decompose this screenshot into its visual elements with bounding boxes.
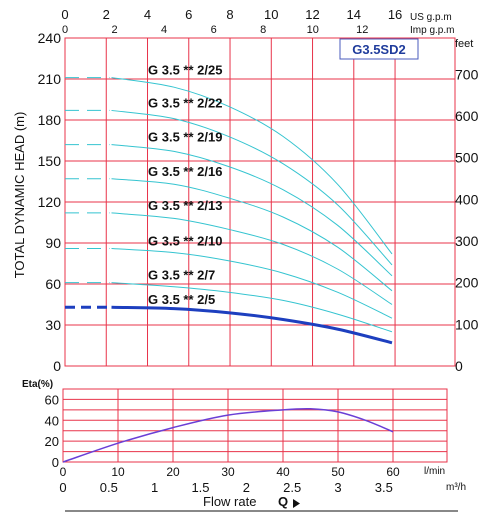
head-curve (111, 109, 393, 266)
curve-label: G 3.5 ** 2/7 (148, 268, 215, 283)
curve-label: G 3.5 ** 2/22 (148, 95, 222, 110)
efficiency-curve (62, 407, 394, 463)
head-curve (111, 282, 393, 333)
head-curve (111, 144, 393, 277)
play-arrow-icon (293, 499, 300, 508)
eta-tick-label: 20 (45, 434, 59, 449)
y-tick-label: 240 (38, 30, 62, 46)
m3h-tick-label: 0 (59, 480, 66, 495)
head-curve (111, 247, 393, 319)
lpm-tick-label: 10 (111, 465, 125, 479)
lpm-tick-label: 20 (166, 465, 180, 479)
imp-gpm-tick-label: 2 (111, 24, 117, 36)
feet-tick-label: 400 (455, 191, 479, 207)
imp-gpm-tick-label: 4 (161, 24, 167, 36)
us-gpm-tick-label: 0 (61, 7, 68, 22)
m3h-tick-label: 2 (243, 480, 250, 495)
imp-gpm-tick-label: 6 (211, 24, 217, 36)
eta-tick-label: 40 (45, 413, 59, 428)
imp-gpm-tick-label: 8 (260, 24, 266, 36)
feet-tick-label: 500 (455, 150, 479, 166)
curve-label: G 3.5 ** 2/16 (148, 164, 222, 179)
us-gpm-tick-label: 16 (388, 7, 402, 22)
main-grid: 0306090120150180210240010020030040050060… (38, 7, 479, 374)
model-badge (339, 38, 419, 60)
y-tick-label: 0 (53, 358, 61, 374)
model-badge-label: G3.5SD2 (352, 42, 405, 57)
lpm-tick-label: 60 (386, 465, 400, 479)
eta-grid: 0 10 20 30 40 50 60 0 20 40 60 0 0.5 1 1.5 2 2.5 3 3.5 (45, 388, 448, 495)
y-tick-label: 60 (45, 276, 61, 292)
eta-axis-title: Eta(%) (22, 379, 53, 390)
feet-tick-label: 700 (455, 66, 479, 82)
eta-frame (62, 388, 448, 463)
m3h-tick-label: 1 (151, 480, 158, 495)
curve-label: G 3.5 ** 2/13 (148, 198, 222, 213)
curve-label: G 3.5 ** 2/25 (148, 63, 222, 78)
eta-curve-line (62, 407, 394, 463)
y-tick-label: 30 (45, 317, 61, 333)
feet-unit: feet (455, 38, 473, 50)
m3h-tick-label: 0.5 (100, 480, 118, 495)
head-curve (111, 178, 393, 292)
us-gpm-tick-label: 2 (103, 7, 110, 22)
y-tick-label: 150 (38, 153, 62, 169)
feet-tick-label: 200 (455, 275, 479, 291)
m3h-tick-label: 3.5 (375, 480, 393, 495)
m3h-tick-label: 1.5 (191, 480, 209, 495)
lpm-tick-label: 0 (60, 465, 67, 479)
us-gpm-unit: US g.p.m (410, 12, 452, 23)
us-gpm-tick-label: 8 (226, 7, 233, 22)
y-tick-label: 120 (38, 194, 62, 210)
x-axis-title: Flow rate (203, 494, 256, 509)
curve-label: G 3.5 ** 2/10 (148, 233, 222, 248)
feet-tick-label: 300 (455, 233, 479, 249)
imp-gpm-tick-label: 0 (62, 24, 68, 36)
head-curves: G 3.5 ** 2/25 G 3.5 ** 2/22 G 3.5 ** 2/19 G… (65, 63, 393, 345)
us-gpm-tick-label: 6 (185, 7, 192, 22)
lpm-unit: l/min (424, 466, 445, 477)
curve-label: G 3.5 ** 2/19 (148, 130, 222, 145)
y-axis-title: TOTAL DYNAMIC HEAD (m) (12, 112, 27, 279)
m3h-tick-label: 2.5 (283, 480, 301, 495)
lpm-tick-label: 40 (276, 465, 290, 479)
head-curve (111, 77, 393, 255)
lpm-tick-label: 30 (221, 465, 235, 479)
head-curve (111, 305, 393, 345)
us-gpm-tick-label: 12 (305, 7, 319, 22)
lpm-tick-label: 50 (331, 465, 345, 479)
m3h-tick-label: 3 (334, 480, 341, 495)
us-gpm-tick-label: 10 (264, 7, 278, 22)
feet-tick-label: 100 (455, 316, 479, 332)
x-axis-symbol: Q (278, 494, 288, 509)
imp-gpm-tick-label: 10 (307, 24, 319, 36)
head-curve (111, 212, 393, 305)
feet-tick-label: 600 (455, 108, 479, 124)
plot-frame (64, 37, 456, 367)
y-tick-label: 90 (45, 235, 61, 251)
eta-tick-label: 60 (45, 392, 59, 407)
eta-tick-label: 0 (52, 455, 59, 470)
y-tick-label: 210 (38, 71, 62, 87)
us-gpm-tick-label: 4 (144, 7, 151, 22)
y-tick-label: 180 (38, 112, 62, 128)
feet-tick-label: 0 (455, 358, 463, 374)
us-gpm-tick-label: 14 (347, 7, 361, 22)
curve-label: G 3.5 ** 2/5 (148, 292, 215, 307)
imp-gpm-tick-label: 12 (356, 24, 368, 36)
imp-gpm-unit: Imp g.p.m (410, 25, 454, 36)
m3h-unit: m³/h (446, 482, 466, 493)
